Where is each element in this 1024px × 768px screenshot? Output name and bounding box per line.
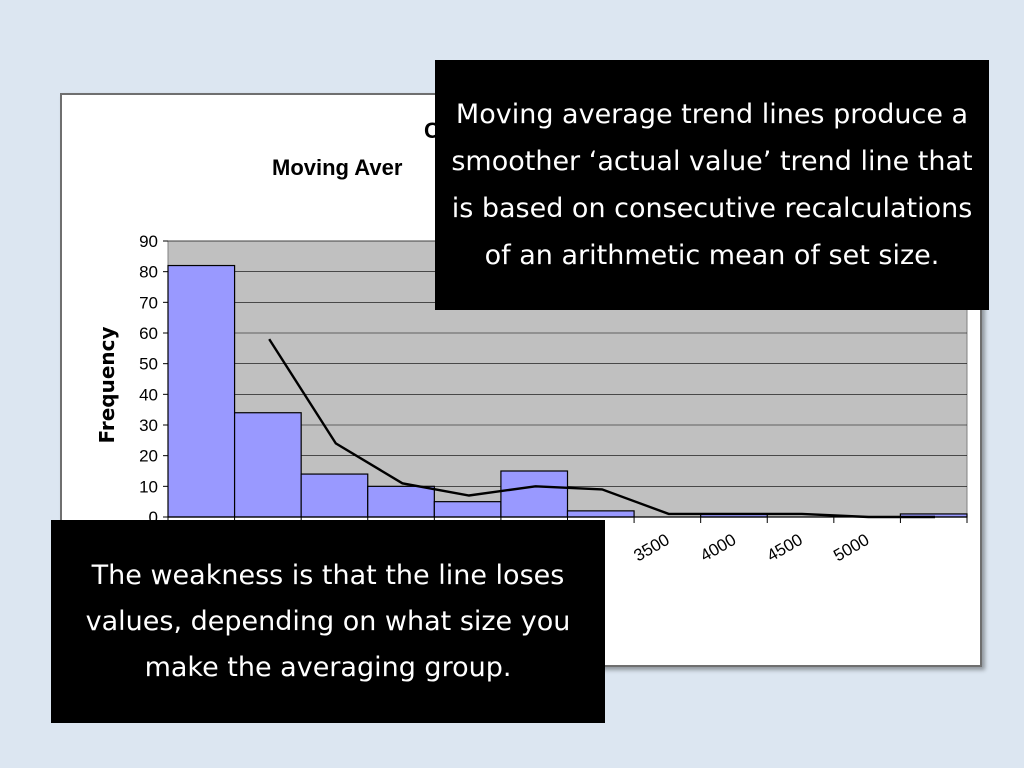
x-tick-label: 3500 (630, 530, 672, 565)
x-tick-label: 4500 (764, 530, 806, 565)
moving-average-line (268, 338, 935, 519)
histogram-bar (300, 473, 369, 518)
y-tick-label: 10 (139, 477, 158, 496)
y-tick-label: 40 (139, 385, 158, 404)
histogram-bar (167, 264, 236, 518)
histogram-bar (433, 501, 502, 518)
y-tick-label: 20 (139, 447, 158, 466)
y-axis-label: Frequency (95, 326, 119, 443)
histogram-bar (233, 412, 302, 518)
histogram-bar (367, 485, 435, 518)
histogram-bar (500, 470, 569, 518)
callout-top-text: Moving average trend lines produce a smo… (451, 99, 973, 271)
y-tick-label: 30 (139, 416, 158, 435)
y-tick-label: 70 (139, 293, 158, 312)
x-tick-label: 5000 (830, 530, 872, 565)
histogram-bar (566, 510, 635, 518)
callout-top: Moving average trend lines produce a smo… (435, 60, 989, 310)
x-tick-label: 4000 (697, 530, 739, 565)
y-tick-label: 0 (149, 508, 158, 527)
callout-bottom: The weakness is that the line loses valu… (51, 520, 605, 723)
callout-bottom-text: The weakness is that the line loses valu… (85, 559, 571, 683)
y-tick-label: 80 (139, 263, 158, 282)
y-tick-label: 90 (139, 232, 158, 251)
y-tick-label: 50 (139, 355, 158, 374)
y-tick-label: 60 (139, 324, 158, 343)
chart-subtitle: Moving Aver (272, 155, 403, 180)
